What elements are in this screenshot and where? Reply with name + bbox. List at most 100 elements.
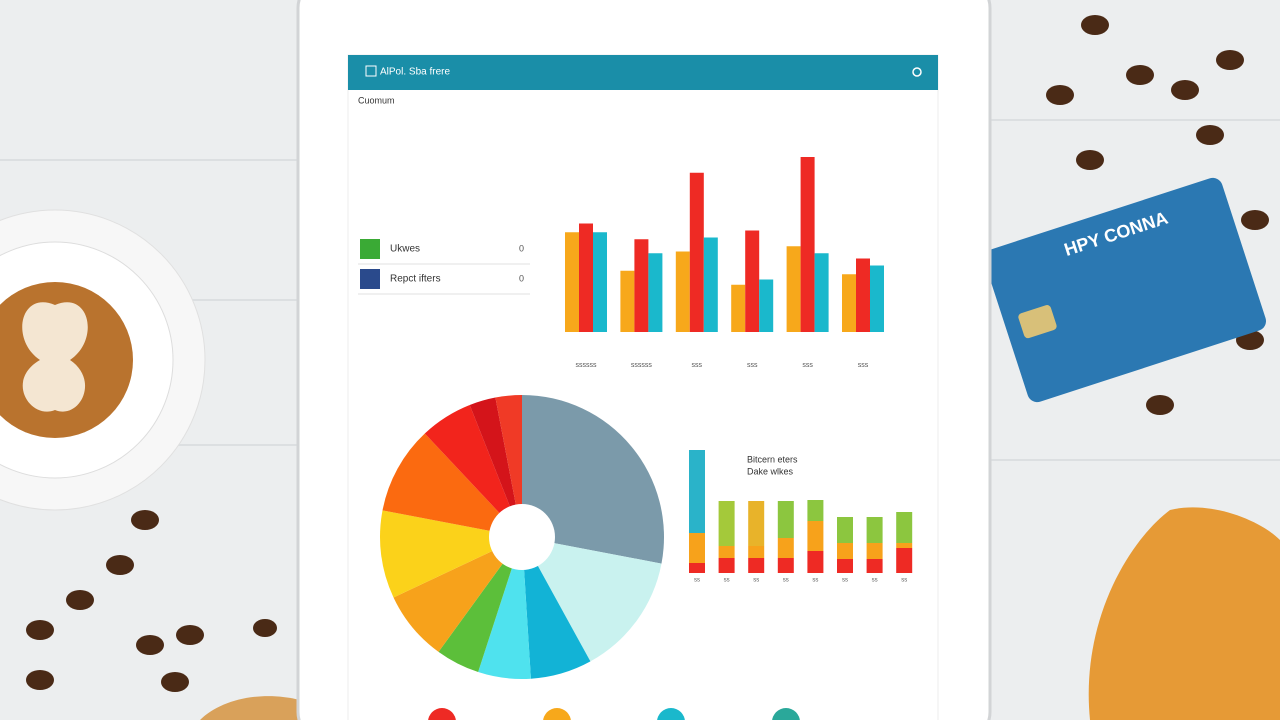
x-tick-label: ss [901, 578, 907, 584]
bar [565, 232, 579, 332]
legend-label: Ukwes [390, 244, 420, 255]
bar [620, 270, 635, 332]
pie-slice [522, 537, 591, 679]
dot[interactable] [428, 708, 456, 720]
bean [253, 619, 277, 637]
bean [161, 672, 189, 692]
bar [731, 284, 746, 332]
stacked-bar-segment [807, 500, 824, 521]
x-tick-label: sss [747, 362, 758, 369]
bar [759, 279, 774, 332]
pie-slice [522, 395, 664, 564]
pie-slice [469, 397, 522, 537]
header-icon[interactable] [365, 65, 377, 77]
x-tick-label: ssssss [631, 362, 653, 369]
bar [870, 265, 884, 332]
stacked-bar-segment [718, 546, 735, 558]
pie-slice [382, 433, 522, 537]
croissant [1088, 507, 1280, 720]
latte-art [22, 302, 88, 412]
bean [176, 625, 204, 645]
x-tick-label: sss [858, 362, 869, 369]
bottom-dots [428, 708, 800, 720]
stacked-bar-segment [718, 501, 735, 546]
header-button[interactable] [912, 67, 922, 77]
stacked-bar-segment [896, 548, 913, 573]
bean [1076, 150, 1104, 170]
pie-slice [424, 404, 522, 537]
bar [634, 239, 649, 332]
bean [1126, 65, 1154, 85]
coffee-beans [26, 15, 1269, 692]
legend-label: Dake wlkes [747, 466, 794, 476]
bean [1171, 80, 1199, 100]
pie-slice [478, 537, 531, 679]
bean [131, 510, 159, 530]
stacked-bar-segment [689, 533, 705, 563]
stacked-bar-segment [837, 517, 853, 543]
stacked-bar-segment [777, 558, 794, 573]
pie-slice [380, 510, 522, 598]
bar [579, 223, 593, 332]
legend-swatch [360, 269, 380, 289]
dot[interactable] [772, 708, 800, 720]
bar [856, 258, 870, 332]
bar [745, 230, 760, 332]
x-tick-label: ss [842, 578, 848, 584]
pie-slice [495, 395, 522, 537]
bar [593, 232, 607, 332]
pie-slice [438, 537, 522, 673]
x-tick-label: ss [812, 578, 818, 584]
subtitle: Cuomum [358, 95, 395, 105]
bar [675, 251, 690, 332]
bean [66, 590, 94, 610]
stacked-bar-segment [689, 450, 705, 533]
stacked-bar-segment [807, 551, 824, 573]
bean [1216, 50, 1244, 70]
legend-label: Bitcern eters [747, 454, 798, 464]
bean [106, 555, 134, 575]
stacked-bar-segment [837, 543, 853, 559]
credit-card: HPY CONNA [983, 177, 1267, 403]
stacked-bar-segment [748, 546, 765, 558]
legend-value: 0 [519, 273, 524, 283]
app-header [348, 55, 938, 90]
legend-label: Repct ifters [390, 274, 441, 285]
header-title: AlPol. Sba frere [380, 67, 450, 78]
legend-value: 0 [519, 243, 524, 253]
dot[interactable] [543, 708, 571, 720]
bean [1146, 395, 1174, 415]
stacked-bar-segment [689, 563, 705, 573]
stacked-bar-segment [718, 558, 735, 573]
bar [842, 274, 856, 332]
stacked-bar-segment [748, 558, 765, 573]
stacked-bar-segment [837, 559, 853, 573]
stacked-bar-segment [866, 559, 883, 573]
bar [689, 172, 704, 332]
dot[interactable] [657, 708, 685, 720]
x-tick-label: ss [694, 578, 700, 584]
legend-swatch [360, 239, 380, 259]
card-body [983, 177, 1267, 403]
stacked-bar-segment [777, 501, 794, 538]
bar [703, 237, 718, 332]
stacked-bar-segment [866, 517, 883, 543]
stacked-bar-segment [777, 538, 794, 558]
bean [1196, 125, 1224, 145]
bean [1081, 15, 1109, 35]
pie-hole [489, 504, 555, 570]
bar [814, 253, 829, 332]
pie-slice [393, 537, 522, 652]
x-tick-label: ss [783, 578, 789, 584]
x-tick-label: sss [802, 362, 813, 369]
stacked-bar-segment [896, 512, 913, 543]
stacked-bar-segment [807, 521, 824, 551]
bean [136, 635, 164, 655]
x-tick-label: ss [872, 578, 878, 584]
stacked-bar-segment [896, 543, 913, 548]
stacked-bar-segment [866, 543, 883, 559]
bar [800, 157, 815, 332]
pie-slice [522, 537, 662, 662]
